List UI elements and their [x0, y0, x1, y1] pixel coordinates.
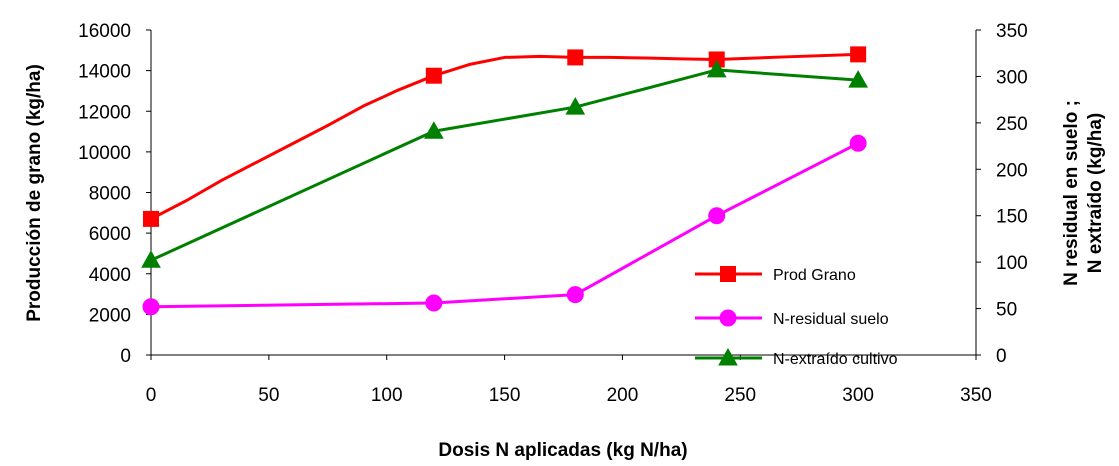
right-y-tick-label: 200 — [996, 160, 1028, 181]
left-y-tick-label: 16000 — [78, 21, 131, 42]
left-y-tick-label: 0 — [120, 346, 131, 367]
data-point-n-extraido-cultivo — [141, 250, 161, 268]
x-tick-label: 150 — [489, 385, 521, 406]
data-point-n-extraido-cultivo — [848, 70, 868, 88]
right-y-tick-label: 350 — [996, 21, 1028, 42]
legend-marker-n-residual-suelo — [719, 309, 737, 327]
x-tick-label: 200 — [607, 385, 639, 406]
data-point-n-extraido-cultivo — [424, 121, 444, 139]
data-point-n-extraido-cultivo — [565, 97, 586, 115]
legend-entry-prod-grano: Prod Grano — [695, 266, 856, 284]
right-y-tick-label: 250 — [996, 114, 1028, 135]
data-point-n-extraido-cultivo — [706, 59, 727, 78]
left-y-tick-label: 4000 — [89, 265, 131, 286]
x-axis-title: Dosis N aplicadas (kg N/ha) — [438, 440, 687, 461]
left-y-tick-label: 10000 — [78, 143, 131, 164]
series-line-n-extraido-cultivo — [150, 68, 859, 262]
legend-label-n-residual-suelo: N-residual suelo — [773, 311, 889, 328]
right-y-tick-label: 100 — [996, 253, 1028, 274]
data-point-n-residual-suelo — [849, 134, 867, 152]
data-point-n-residual-suelo — [425, 294, 443, 312]
data-point-prod-grano — [850, 46, 867, 63]
left-y-tick-label: 2000 — [89, 305, 131, 326]
x-tick-label: 250 — [724, 385, 756, 406]
right-y-tick-label: 300 — [996, 67, 1028, 88]
series-n-extraido-cultivo — [141, 59, 868, 268]
series-prod-grano — [143, 46, 867, 227]
tick-labels: 0 50 100 150 200 250 300 3500200040006000800010… — [78, 21, 1028, 406]
legend-label-prod-grano: Prod Grano — [773, 267, 856, 284]
data-point-prod-grano — [567, 49, 584, 66]
legend-entry-n-residual-suelo: N-residual suelo — [695, 309, 889, 328]
legend-marker-n-extraido-cultivo — [718, 347, 738, 366]
series-line-prod-grano — [150, 52, 859, 221]
legend-marker-prod-grano — [720, 266, 736, 282]
series-layer — [141, 46, 868, 316]
data-point-prod-grano — [143, 210, 159, 227]
right-y-axis-title-line1: N residual en suelo ; — [1061, 100, 1082, 286]
legend-entry-n-extraido-cultivo: N-extraído cultivo — [695, 347, 898, 368]
left-y-tick-label: 14000 — [78, 62, 131, 83]
x-tick-label: 300 — [842, 385, 874, 406]
left-y-tick-label: 6000 — [89, 224, 131, 245]
left-y-tick-label: 12000 — [78, 102, 131, 123]
left-y-axis-title: Producción de grano (kg/ha) — [24, 64, 45, 322]
right-y-tick-label: 50 — [996, 300, 1017, 321]
legend-label-n-extraido-cultivo: N-extraído cultivo — [773, 351, 898, 368]
legend: Prod Grano N-residual suelo N-extraído cul… — [695, 266, 898, 368]
data-point-n-residual-suelo — [142, 298, 160, 316]
series-line-n-residual-suelo — [150, 141, 859, 309]
series-n-residual-suelo — [142, 134, 867, 316]
x-tick-label: 0 — [146, 385, 157, 406]
x-tick-label: 50 — [258, 385, 279, 406]
right-y-tick-label: 0 — [996, 346, 1007, 367]
left-y-tick-label: 8000 — [89, 184, 131, 205]
data-point-prod-grano — [425, 67, 442, 84]
x-tick-label: 100 — [371, 385, 403, 406]
x-tick-label: 350 — [960, 385, 992, 406]
right-y-axis-title-line2: N extraído (kg/ha) — [1085, 113, 1106, 273]
right-y-tick-label: 150 — [996, 207, 1028, 228]
data-point-n-residual-suelo — [708, 207, 726, 225]
data-point-n-residual-suelo — [566, 286, 584, 304]
